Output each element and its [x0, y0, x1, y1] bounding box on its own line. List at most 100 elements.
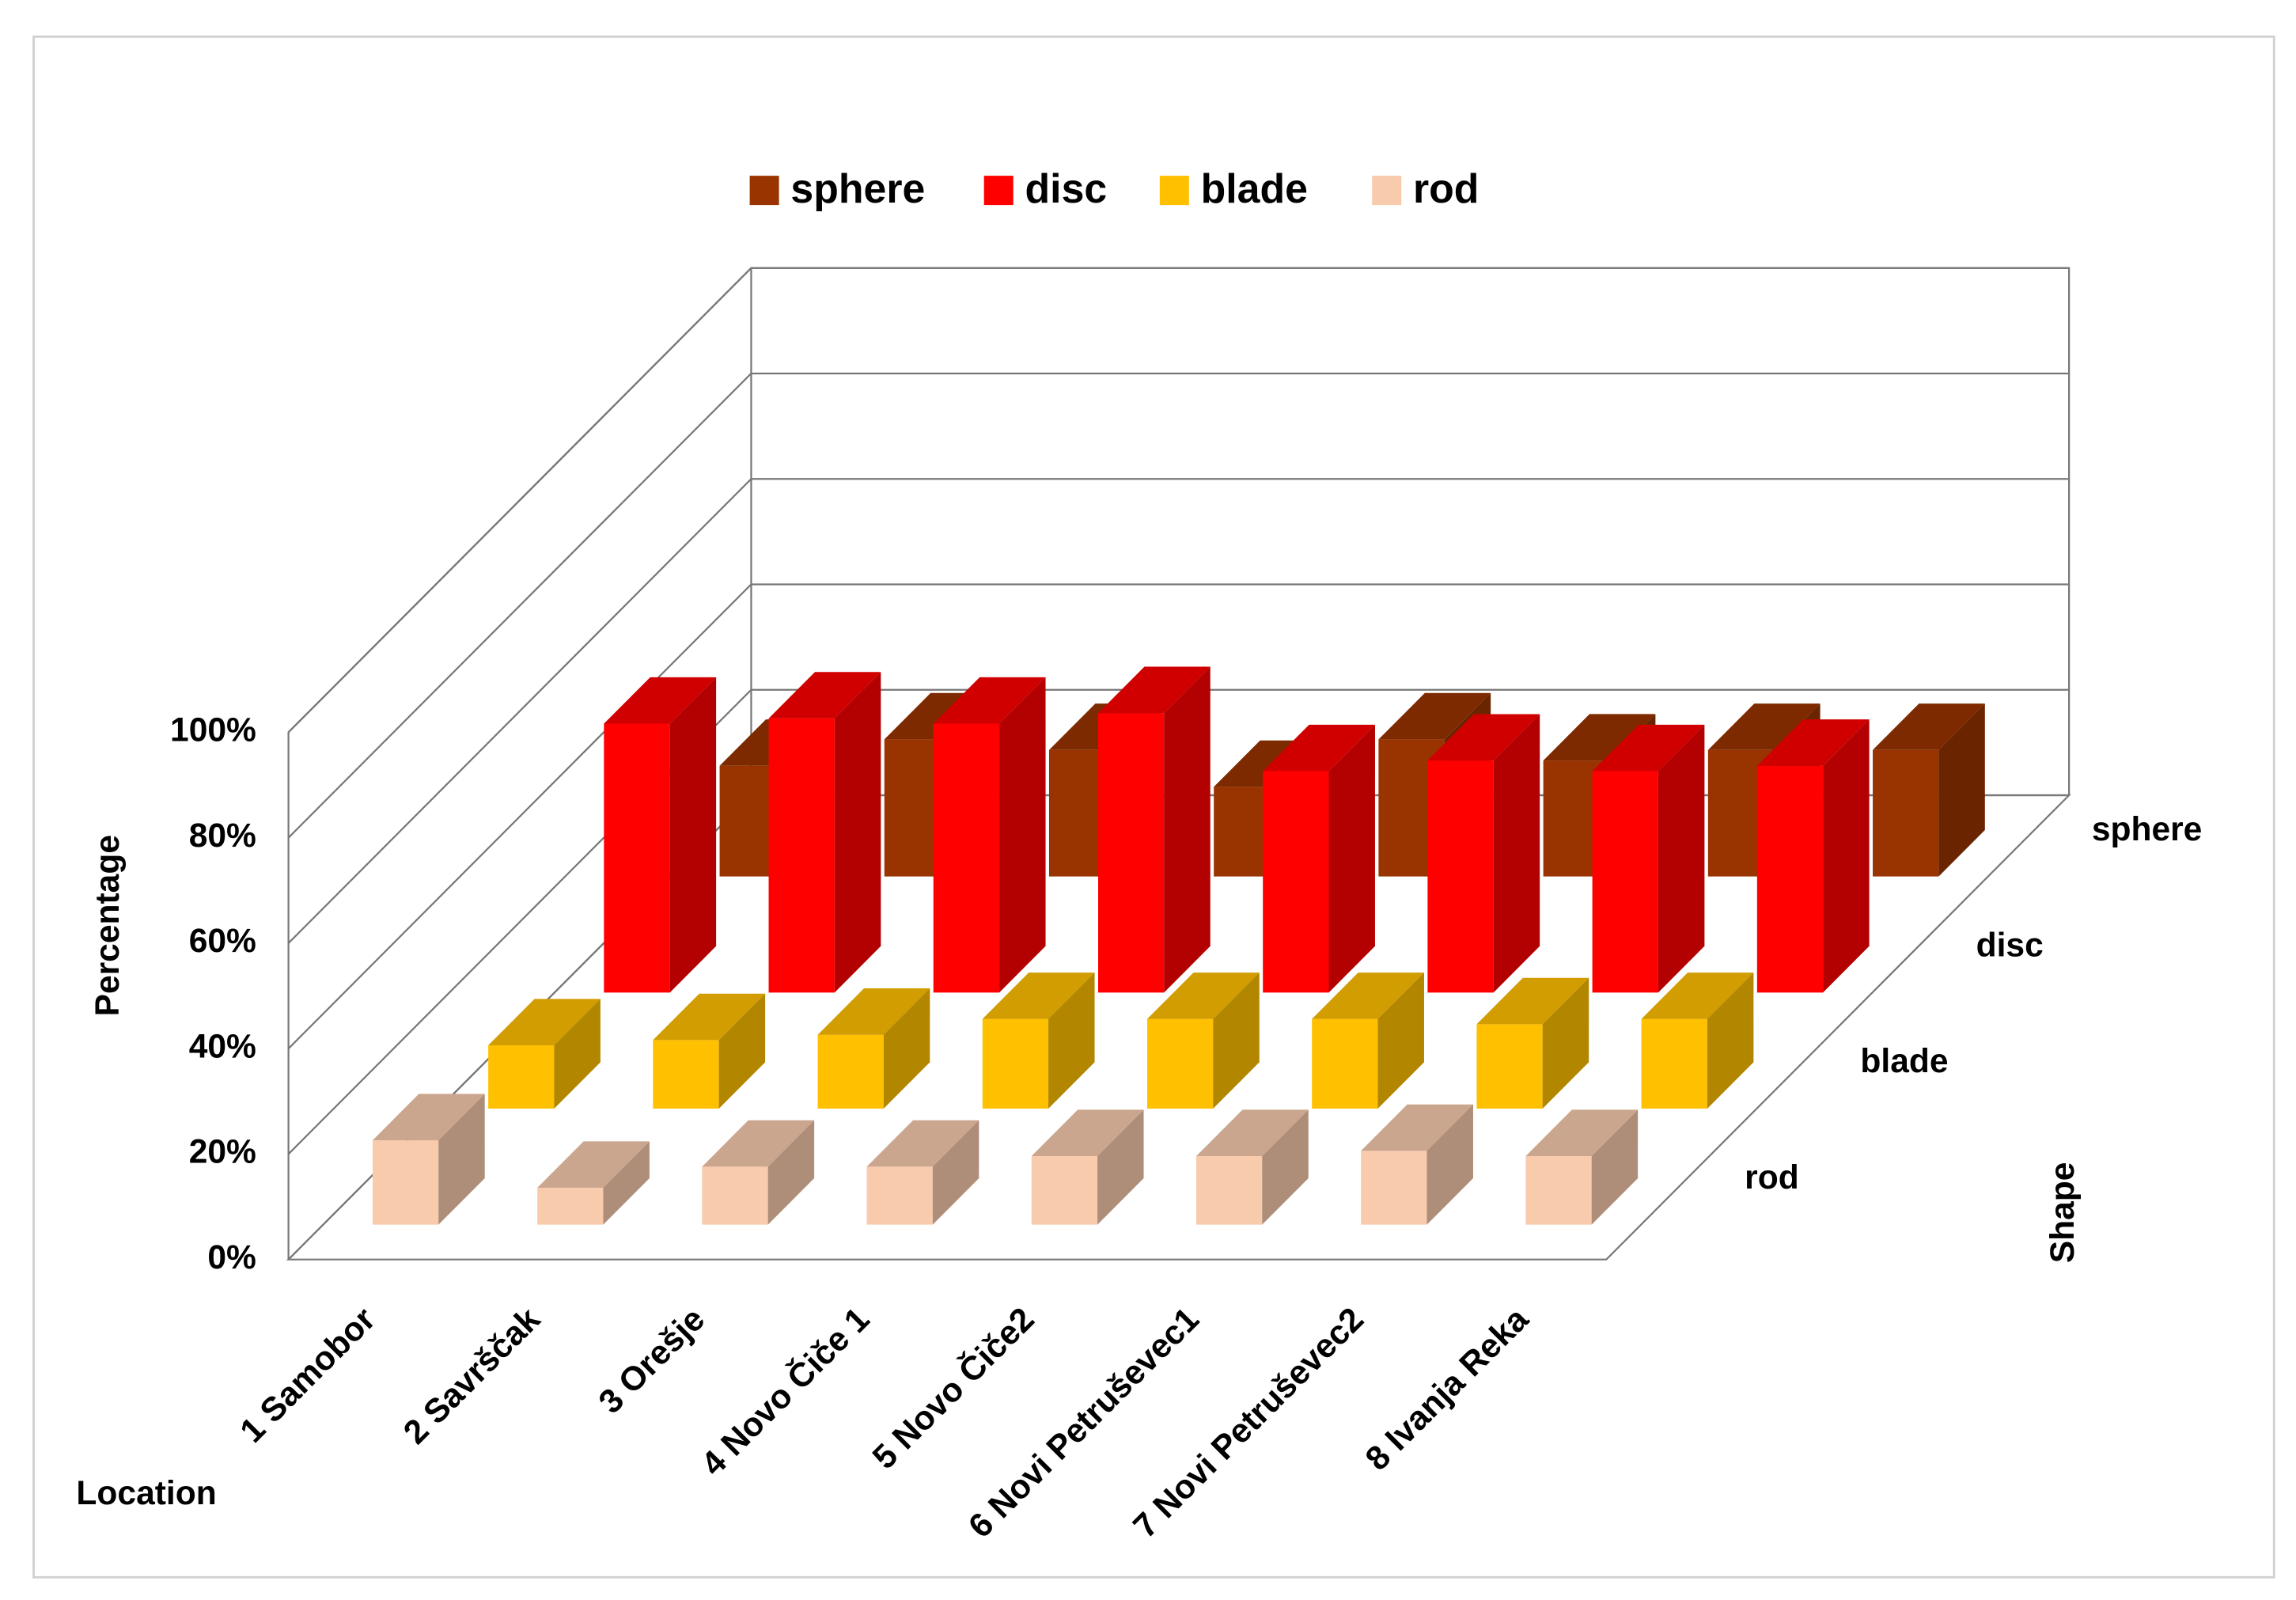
- bar-front: [702, 1166, 768, 1225]
- bar-top: [1378, 692, 1491, 740]
- bar: [1476, 977, 1589, 1109]
- bar-front: [488, 1045, 555, 1109]
- bar-front: [817, 1034, 884, 1109]
- bar-front: [1476, 1024, 1543, 1109]
- bar-front: [372, 1140, 439, 1225]
- legend-swatch: [1372, 176, 1402, 206]
- bar-side: [1938, 703, 1985, 877]
- grid-segment: [287, 688, 2070, 1155]
- bar-top: [1312, 973, 1424, 1019]
- bar: [1641, 973, 1754, 1109]
- bar: [653, 993, 766, 1109]
- bar-top: [1031, 1109, 1144, 1157]
- bar-front: [537, 1188, 604, 1225]
- bar-top: [1263, 724, 1375, 772]
- bar-side: [1097, 1109, 1144, 1225]
- bar-top: [1543, 714, 1656, 761]
- bar: [768, 672, 881, 993]
- bar: [537, 1141, 650, 1225]
- bar-front: [982, 1018, 1049, 1109]
- z-axis-title: Shape: [2044, 1162, 2082, 1264]
- bar-side: [834, 672, 881, 993]
- bar: [1427, 714, 1540, 993]
- legend-item: rod: [1372, 165, 1479, 211]
- bar-top: [768, 672, 881, 718]
- bar-side: [1377, 973, 1424, 1109]
- legend-item: sphere: [749, 165, 925, 211]
- legend-swatch: [983, 176, 1013, 206]
- bar-front: [604, 723, 670, 993]
- legend-label: blade: [1201, 165, 1308, 211]
- bar: [1361, 1104, 1473, 1225]
- y-tick-label: 40%: [189, 1027, 256, 1065]
- bar-side: [999, 677, 1046, 993]
- legend-swatch: [1159, 176, 1189, 206]
- depth-label: blade: [1860, 1042, 1948, 1080]
- y-tick-label: 0%: [207, 1238, 256, 1276]
- bar: [817, 988, 930, 1109]
- bar-front: [1263, 771, 1329, 993]
- bar-side: [1707, 973, 1754, 1109]
- bar: [1873, 703, 1985, 877]
- grid-line: [287, 583, 2070, 1049]
- bar-top: [604, 677, 717, 724]
- bar-side: [1213, 973, 1260, 1109]
- bar-side: [883, 988, 930, 1109]
- depth-label: disc: [1976, 926, 2044, 964]
- bar-side: [1493, 714, 1540, 993]
- grid-line: [287, 688, 2070, 1155]
- bar-front: [933, 723, 1000, 993]
- bar-front: [1427, 760, 1494, 993]
- bar-side: [1658, 724, 1705, 993]
- bar-front: [653, 1040, 719, 1109]
- bar-top: [1592, 724, 1705, 772]
- bar-side: [767, 1120, 815, 1225]
- grid-line: [287, 372, 2070, 839]
- y-tick-label: 80%: [189, 817, 256, 855]
- bar-side: [1262, 1109, 1309, 1225]
- legend-label: rod: [1413, 165, 1479, 211]
- bar-top: [488, 999, 601, 1046]
- x-axis-title: Location: [76, 1474, 216, 1512]
- bar-side: [932, 1120, 979, 1225]
- y-tick-label: 100%: [170, 711, 256, 749]
- grid-segment: [287, 372, 2070, 839]
- bar-front: [1641, 1018, 1707, 1109]
- depth-label: rod: [1745, 1158, 1799, 1196]
- bar-side: [554, 999, 601, 1109]
- bar-top: [1525, 1109, 1639, 1157]
- bar: [604, 677, 717, 993]
- bar-side: [1426, 1104, 1473, 1225]
- bar: [1031, 1109, 1144, 1225]
- bar: [1263, 724, 1375, 993]
- grid-line: [287, 478, 2070, 944]
- bar: [1097, 666, 1211, 993]
- grid-segment: [287, 478, 2070, 944]
- bar-side: [1542, 977, 1589, 1109]
- bar-top: [1476, 977, 1589, 1025]
- bar-front: [1146, 1018, 1214, 1109]
- grid-segment: [287, 267, 2070, 734]
- bar: [1592, 724, 1705, 993]
- bar-top: [1707, 703, 1821, 750]
- bar-top: [1361, 1104, 1473, 1151]
- legend-label: sphere: [790, 165, 925, 211]
- bar: [982, 973, 1095, 1109]
- bar: [702, 1120, 815, 1225]
- legend-item: blade: [1159, 165, 1308, 211]
- bar-front: [1195, 1156, 1263, 1225]
- legend-label: disc: [1025, 165, 1108, 211]
- bar-side: [1823, 719, 1870, 993]
- y-tick-label: 20%: [189, 1133, 256, 1171]
- bar-top: [933, 677, 1046, 724]
- bar: [1525, 1109, 1639, 1225]
- bar-top: [982, 973, 1095, 1019]
- bar-side: [669, 677, 717, 993]
- bar-front: [1756, 765, 1824, 993]
- bar-front: [1592, 771, 1658, 993]
- bar: [866, 1120, 979, 1225]
- bar-side: [1591, 1109, 1639, 1225]
- bar-top: [1873, 703, 1985, 750]
